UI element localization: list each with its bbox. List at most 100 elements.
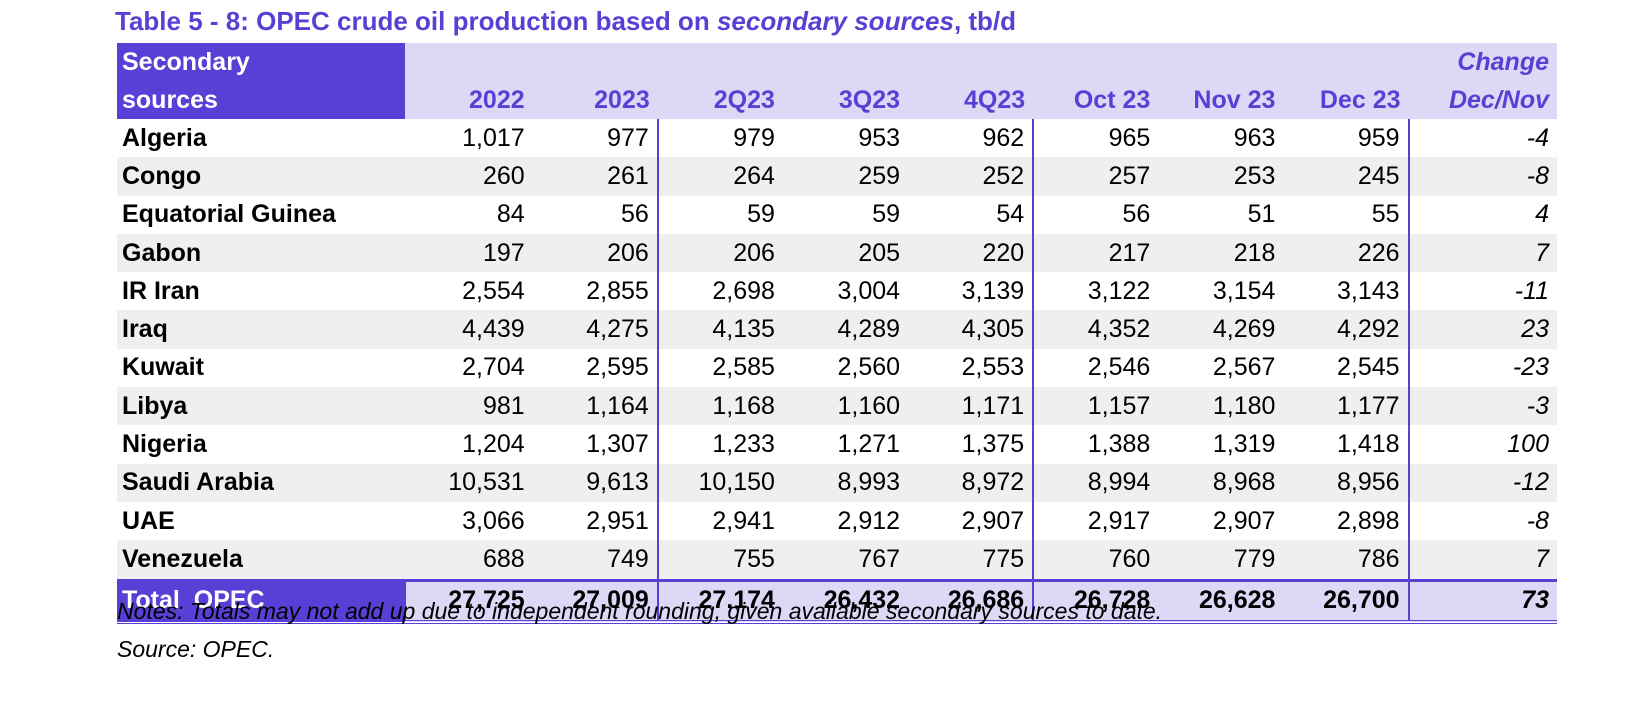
row-cell: 206 — [532, 233, 659, 273]
row-cell: 10,531 — [405, 463, 533, 502]
row-change: -3 — [1408, 387, 1557, 426]
col-header: 3Q23 — [782, 81, 909, 119]
header-row-1: Secondary Change — [117, 43, 1557, 81]
row-change: 4 — [1535, 200, 1549, 229]
row-cell: 1,271 — [837, 430, 901, 459]
row-cell: 688 — [405, 540, 533, 581]
row-cell: 253 — [1158, 157, 1284, 196]
row-cell: 1,375 — [908, 425, 1035, 464]
row-change: 23 — [1408, 310, 1557, 349]
row-country: Venezuela — [117, 540, 406, 581]
row-cell: 8,956 — [1283, 463, 1410, 502]
col-header: 4Q23 — [908, 81, 1034, 119]
row-cell: 8,994 — [1033, 463, 1159, 502]
row-cell: 10,150 — [657, 463, 783, 502]
row-change: -12 — [1408, 463, 1557, 502]
row-cell: 4,289 — [782, 310, 909, 349]
row-cell: 1,171 — [908, 387, 1035, 426]
table-row: Iraq 4,439 4,275 4,135 4,289 4,305 4,352 4,269 4… — [117, 310, 1557, 349]
row-cell: 264 — [657, 157, 783, 196]
total-cell: 26,728 — [1033, 578, 1159, 624]
row-cell: 1,233 — [712, 430, 775, 459]
total-change: 73 — [1408, 578, 1557, 624]
row-cell: 2,546 — [1087, 353, 1151, 382]
row-cell: 1,160 — [782, 387, 909, 426]
total-label: Total OPEC — [117, 578, 406, 624]
row-country: Algeria — [122, 123, 207, 152]
title-italic: secondary sources — [716, 6, 954, 36]
title-suffix: , tb/d — [953, 6, 1017, 36]
total-cell: 26,686 — [908, 578, 1035, 624]
col-header: 2Q23 — [657, 81, 783, 119]
row-cell: 1,168 — [657, 387, 783, 426]
row-cell: 2,698 — [712, 276, 775, 305]
row-country: Saudi Arabia — [117, 463, 406, 502]
row-cell: 962 — [908, 119, 1035, 158]
row-cell: 979 — [733, 123, 775, 152]
row-cell: 3,004 — [837, 276, 901, 305]
row-cell: 2,912 — [837, 506, 901, 535]
row-cell: 2,554 — [462, 276, 525, 305]
header-label-line2: sources — [117, 81, 406, 119]
row-cell: 2,898 — [1283, 501, 1410, 541]
row-cell: 226 — [1283, 233, 1410, 273]
title-prefix: Table 5 - 8: OPEC crude oil production b… — [115, 6, 717, 36]
table-row: Equatorial Guinea 84 56 59 59 54 56 51 55 4 — [117, 195, 1557, 234]
header-label-line1: Secondary — [117, 43, 406, 81]
total-cell: 27,009 — [532, 578, 659, 624]
row-change: -11 — [1514, 276, 1549, 305]
row-country: Libya — [117, 387, 406, 426]
row-cell: 220 — [908, 233, 1035, 273]
row-cell: 1,177 — [1283, 387, 1410, 426]
row-cell: 1,017 — [462, 123, 525, 152]
row-cell: 4,135 — [657, 310, 783, 349]
table-body: Algeria 1,017 977 979 953 962 965 963 959 -4 Congo… — [117, 119, 1557, 581]
row-change: 7 — [1408, 540, 1557, 581]
row-cell: 775 — [908, 540, 1035, 581]
row-cell: 755 — [657, 540, 783, 581]
table-row: IR Iran 2,554 2,855 2,698 3,004 3,139 3,122 3,1… — [117, 272, 1557, 311]
header-row-2: sources 2022 2023 2Q23 3Q23 4Q23 Oct 23 … — [117, 81, 1557, 119]
row-cell: 245 — [1283, 157, 1410, 196]
row-cell: 217 — [1033, 233, 1159, 273]
col-header: 2022 — [405, 81, 533, 119]
total-cell: 26,628 — [1158, 578, 1284, 624]
row-cell: 2,553 — [908, 348, 1035, 388]
col-header: Nov 23 — [1158, 81, 1284, 119]
row-cell: 252 — [908, 157, 1035, 196]
row-cell: 261 — [532, 157, 659, 196]
row-cell: 8,972 — [908, 463, 1035, 502]
row-cell: 206 — [657, 233, 783, 273]
row-cell: 1,319 — [1212, 430, 1276, 459]
row-cell: 963 — [1233, 123, 1276, 152]
row-country: Congo — [117, 157, 406, 196]
total-cell: 27,174 — [657, 578, 783, 624]
table-row: Nigeria 1,204 1,307 1,233 1,271 1,375 1,388 1,3… — [117, 425, 1557, 464]
row-country: Kuwait — [122, 353, 204, 382]
total-cell: 27,725 — [404, 578, 533, 624]
row-cell: 4,292 — [1283, 310, 1410, 349]
table-row: Gabon 197 206 206 205 220 217 218 226 7 — [117, 233, 1557, 273]
row-cell: 8,993 — [782, 463, 909, 502]
row-cell: 1,204 — [462, 430, 525, 459]
row-cell: 84 — [496, 200, 525, 229]
row-country: Equatorial Guinea — [122, 200, 336, 229]
col-header: Oct 23 — [1033, 81, 1159, 119]
row-cell: 2,560 — [837, 353, 901, 382]
row-cell: 2,951 — [532, 501, 659, 541]
row-cell: 1,388 — [1087, 430, 1151, 459]
row-cell: 1,157 — [1033, 387, 1159, 426]
row-cell: 779 — [1158, 540, 1284, 581]
row-country: Iraq — [117, 310, 406, 349]
row-cell: 2,545 — [1283, 348, 1410, 388]
row-country: UAE — [122, 506, 175, 535]
row-cell: 257 — [1033, 157, 1159, 196]
table-row: Libya 981 1,164 1,168 1,160 1,171 1,157 1,180 1,… — [117, 387, 1557, 426]
row-cell: 977 — [532, 119, 659, 158]
row-cell: 205 — [782, 233, 909, 273]
row-cell: 2,941 — [712, 506, 775, 535]
row-change: 7 — [1408, 233, 1557, 273]
row-cell: 218 — [1158, 233, 1284, 273]
row-cell: 197 — [405, 233, 533, 273]
row-cell: 3,154 — [1212, 276, 1276, 305]
